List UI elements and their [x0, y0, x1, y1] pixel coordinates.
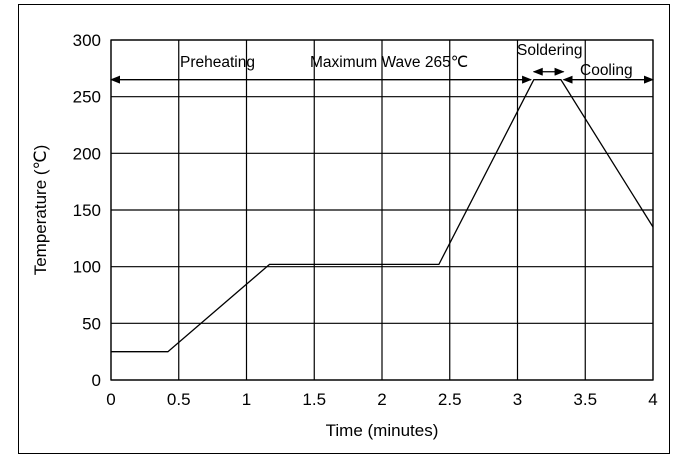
x-tick-label: 0	[106, 390, 115, 409]
y-tick-label: 250	[73, 88, 101, 107]
y-tick-label: 200	[73, 144, 101, 163]
y-tick-label: 0	[92, 371, 101, 390]
y-axis-label: Temperature (℃)	[31, 145, 50, 276]
x-tick-label: 0.5	[167, 390, 191, 409]
x-tick-label: 3.5	[573, 390, 597, 409]
x-axis-label: Time (minutes)	[326, 421, 439, 440]
x-tick-label: 1.5	[302, 390, 326, 409]
annotation-cooling: Cooling	[580, 62, 633, 79]
grid-lines	[110, 39, 654, 381]
y-tick-label: 100	[73, 258, 101, 277]
annotation-arrows	[110, 67, 654, 84]
y-tick-label: 150	[73, 201, 101, 220]
chart-frame	[18, 4, 670, 454]
y-tick-labels: 0 50 100 150 200 250 300	[73, 31, 101, 390]
y-tick-label: 300	[73, 31, 101, 50]
annotation-soldering: Soldering	[517, 42, 583, 59]
x-tick-label: 2.5	[438, 390, 462, 409]
x-tick-label: 1	[242, 390, 251, 409]
x-tick-label: 2	[377, 390, 386, 409]
x-tick-label: 3	[513, 390, 522, 409]
series-line	[111, 79, 654, 353]
x-tick-label: 4	[648, 390, 657, 409]
y-tick-label: 50	[82, 314, 101, 333]
annotation-preheating: Preheating	[180, 54, 255, 71]
annotation-maximum-wave: Maximum Wave 265℃	[310, 54, 468, 71]
x-tick-labels: 0 0.5 1 1.5 2 2.5 3 3.5 4	[106, 390, 657, 409]
plot-area	[110, 39, 654, 381]
